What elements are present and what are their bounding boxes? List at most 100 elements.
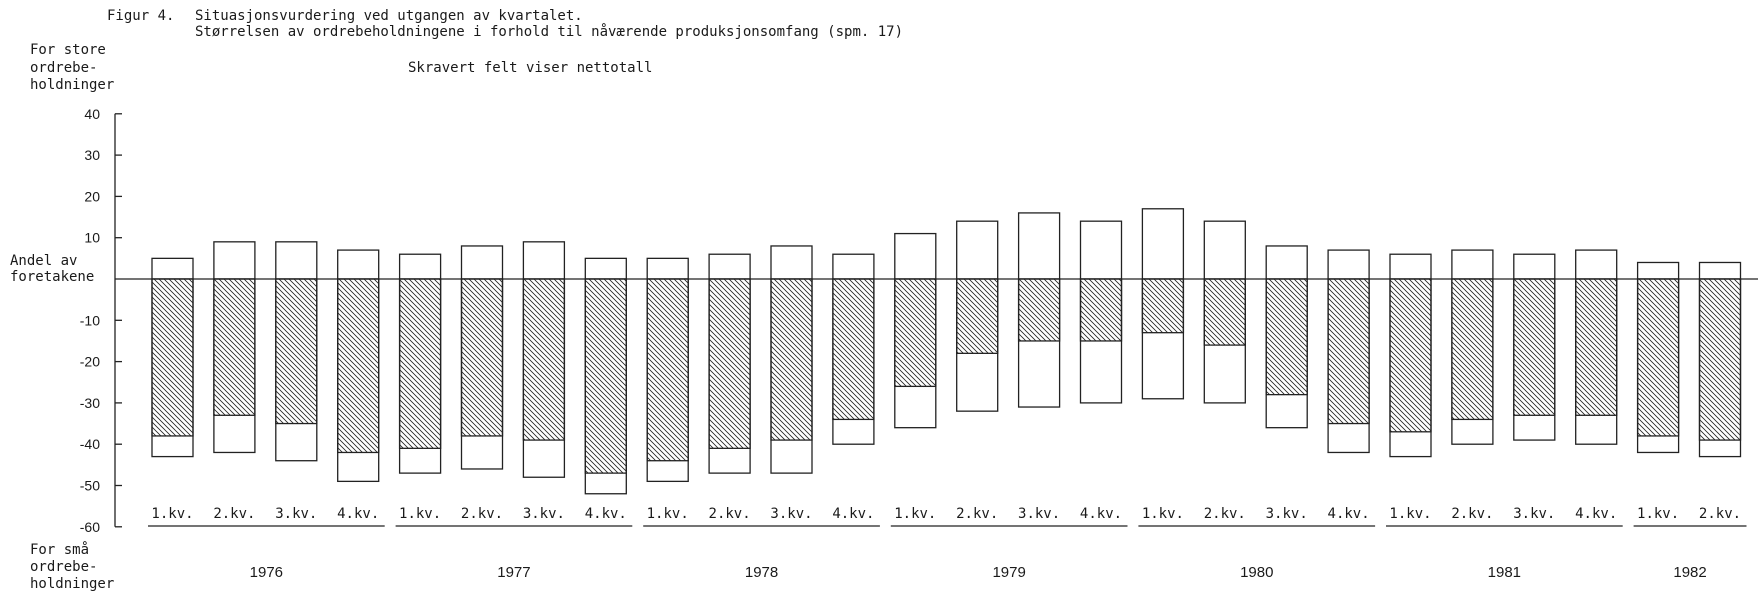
- bar-store: [1389, 253, 1432, 280]
- x-tick-label: 4.kv.: [1575, 506, 1617, 522]
- x-tick-label: 2.kv.: [213, 506, 255, 522]
- x-tick-label: 2.kv.: [1699, 506, 1741, 522]
- y-tick-label: 30: [84, 147, 100, 163]
- y-tick-label: -50: [80, 478, 100, 494]
- bar-netto: [708, 278, 751, 449]
- x-tick-label: 2.kv.: [956, 506, 998, 522]
- x-tick-label: 3.kv.: [770, 506, 812, 522]
- x-tick-label: 3.kv.: [523, 506, 565, 522]
- bar-store: [894, 232, 937, 280]
- x-tick-label: 3.kv.: [275, 506, 317, 522]
- y-tick-label: 10: [84, 230, 100, 246]
- bar-store: [646, 257, 689, 280]
- y-tick-label: -40: [80, 436, 100, 452]
- y-tick-label: 40: [84, 106, 100, 122]
- bar-store: [522, 241, 566, 280]
- bar-store: [275, 241, 318, 280]
- bar-netto: [213, 278, 256, 416]
- bar-netto: [275, 278, 318, 425]
- bar-netto: [522, 278, 566, 441]
- x-tick-label: 1.kv.: [1142, 506, 1184, 522]
- bar-store: [213, 241, 256, 280]
- bar-netto: [1575, 278, 1618, 416]
- bar-store: [398, 253, 442, 280]
- year-label: 1980: [1240, 564, 1273, 581]
- bar-netto: [1698, 278, 1742, 441]
- x-tick-label: 1.kv.: [894, 506, 936, 522]
- year-label: 1977: [497, 564, 530, 581]
- bar-netto: [584, 278, 627, 474]
- x-tick-label: 4.kv.: [585, 506, 627, 522]
- year-label: 1979: [992, 564, 1025, 581]
- bar-store: [460, 245, 504, 280]
- bar-store: [1513, 253, 1556, 280]
- x-tick-label: 1.kv.: [1389, 506, 1431, 522]
- bar-netto: [646, 278, 689, 462]
- bar-netto: [337, 278, 380, 454]
- bar-store: [770, 245, 813, 280]
- year-label: 1978: [745, 564, 778, 581]
- bar-netto: [1389, 278, 1432, 433]
- bar-store: [1141, 208, 1185, 280]
- figure-label: Figur 4.: [107, 8, 175, 24]
- y-axis-label-line-1: Andel av: [10, 253, 78, 269]
- top-label-line-1: For store: [30, 42, 106, 58]
- bar-netto: [832, 278, 875, 421]
- bar-store: [1636, 261, 1680, 280]
- x-tick-label: 2.kv.: [1204, 506, 1246, 522]
- x-tick-label: 1.kv.: [1637, 506, 1679, 522]
- x-tick-label: 4.kv.: [1328, 506, 1370, 522]
- x-tick-label: 3.kv.: [1513, 506, 1555, 522]
- x-tick-label: 3.kv.: [1266, 506, 1308, 522]
- bar-netto: [1327, 278, 1370, 425]
- x-tick-label: 2.kv.: [461, 506, 503, 522]
- bar-netto: [1513, 278, 1556, 416]
- bottom-label-line-3: holdninger: [30, 576, 115, 592]
- year-label: 1976: [250, 564, 283, 581]
- bottom-label-line-2: ordrebe-: [30, 559, 98, 575]
- bar-netto: [460, 278, 504, 437]
- bar-store: [1079, 220, 1123, 280]
- chart-note: Skravert felt viser nettotall: [408, 60, 653, 76]
- x-tick-label: 2.kv.: [709, 506, 751, 522]
- bar-netto: [770, 278, 813, 441]
- bar-netto: [1079, 278, 1123, 342]
- x-tick-label: 2.kv.: [1451, 506, 1493, 522]
- bar-store: [151, 257, 194, 280]
- bar-netto: [151, 278, 194, 437]
- y-tick-label: -10: [80, 312, 100, 328]
- bar-netto: [1265, 278, 1308, 396]
- x-tick-label: 4.kv.: [337, 506, 379, 522]
- figure-title: Situasjonsvurdering ved utgangen av kvar…: [195, 8, 583, 24]
- bar-netto: [398, 278, 442, 449]
- y-tick-label: -30: [80, 395, 100, 411]
- bar-netto: [1017, 278, 1061, 342]
- bar-store: [1265, 245, 1308, 280]
- bar-store: [1017, 212, 1061, 280]
- x-tick-label: 1.kv.: [399, 506, 441, 522]
- y-axis-label-line-2: foretakene: [10, 269, 95, 285]
- bar-store: [1451, 249, 1494, 280]
- bar-store: [956, 220, 999, 280]
- bar-store: [1698, 261, 1742, 280]
- bar-netto: [1451, 278, 1494, 421]
- bar-netto: [894, 278, 937, 388]
- x-tick-label: 1.kv.: [647, 506, 689, 522]
- x-tick-label: 4.kv.: [832, 506, 874, 522]
- bar-netto: [1203, 278, 1246, 346]
- bar-store: [1575, 249, 1618, 280]
- y-tick-label: -60: [80, 519, 100, 535]
- bar-store: [337, 249, 380, 280]
- bar-store: [1203, 220, 1246, 280]
- bar-netto: [1636, 278, 1680, 437]
- top-label-line-3: holdninger: [30, 77, 115, 93]
- y-tick-label: -20: [80, 354, 100, 370]
- bar-store: [832, 253, 875, 280]
- top-label-line-2: ordrebe-: [30, 60, 98, 76]
- bar-netto: [956, 278, 999, 354]
- bar-store: [1327, 249, 1370, 280]
- figure-subtitle: Størrelsen av ordrebeholdningene i forho…: [195, 24, 904, 40]
- year-label: 1982: [1673, 564, 1706, 581]
- y-tick-label: 20: [84, 188, 100, 204]
